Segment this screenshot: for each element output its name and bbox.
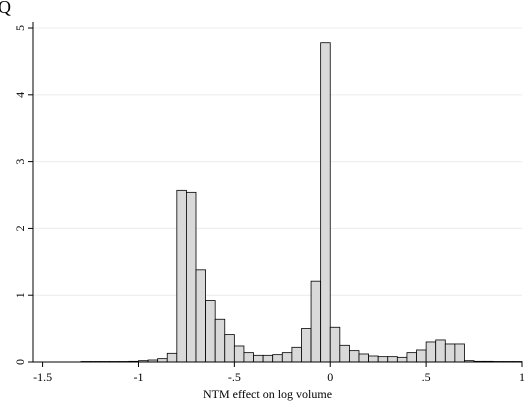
histogram-bar [214, 318, 226, 363]
histogram-bar [349, 350, 360, 363]
histogram-bar [272, 354, 283, 363]
histogram-bar [186, 191, 197, 363]
histogram-bar [406, 352, 417, 363]
axes [32, 22, 522, 363]
histogram-bar [262, 354, 274, 363]
histogram-bar [281, 352, 293, 363]
histogram-bar [416, 349, 427, 363]
x-axis-title: NTM effect on log volume [203, 387, 332, 401]
bars [80, 42, 523, 363]
histogram-bar [339, 344, 350, 363]
histogram-bar [425, 341, 437, 363]
histogram-bar [377, 356, 389, 363]
y-tick-label: 5 [13, 25, 27, 31]
histogram-bar [444, 343, 456, 363]
histogram-bar [329, 326, 341, 363]
histogram-bar [358, 353, 369, 363]
histogram-bar [310, 280, 322, 363]
histogram-bar [243, 352, 254, 363]
histogram-bar [205, 300, 216, 363]
histogram-bar [301, 328, 312, 363]
histogram-bar [195, 269, 206, 363]
x-ticks: -1.5 -1 -.5 0 .5 1 [33, 362, 525, 384]
y-tick-label: 0 [13, 359, 27, 365]
y-tick-label: 2 [13, 225, 27, 231]
histogram-bar [224, 334, 235, 363]
histogram-bar [454, 343, 465, 363]
x-tick-label: -1.5 [33, 370, 52, 384]
histogram-bar [157, 358, 168, 363]
histogram-bar [233, 345, 245, 363]
histogram-bar [291, 346, 302, 363]
grid-lines [33, 27, 522, 363]
y-tick-label: 3 [13, 159, 27, 165]
histogram-bar [396, 356, 408, 363]
histogram-bar [435, 339, 446, 363]
x-tick-label: -.5 [228, 370, 241, 384]
x-tick-label: -1 [133, 370, 143, 384]
y-ticks: 0 1 2 3 4 5 [13, 25, 33, 365]
corner-glyph: Q [0, 0, 11, 17]
histogram-bar [166, 352, 178, 363]
histogram-bar [253, 354, 264, 363]
x-tick-label: 1 [519, 370, 525, 384]
histogram-bar [387, 356, 398, 363]
histogram-bar [368, 355, 379, 363]
y-tick-label: 1 [13, 292, 27, 298]
y-tick-label: 4 [13, 92, 27, 98]
x-tick-label: 0 [327, 370, 333, 384]
histogram-bar [176, 189, 187, 363]
histogram-bar [320, 42, 331, 363]
x-tick-label: .5 [422, 370, 431, 384]
